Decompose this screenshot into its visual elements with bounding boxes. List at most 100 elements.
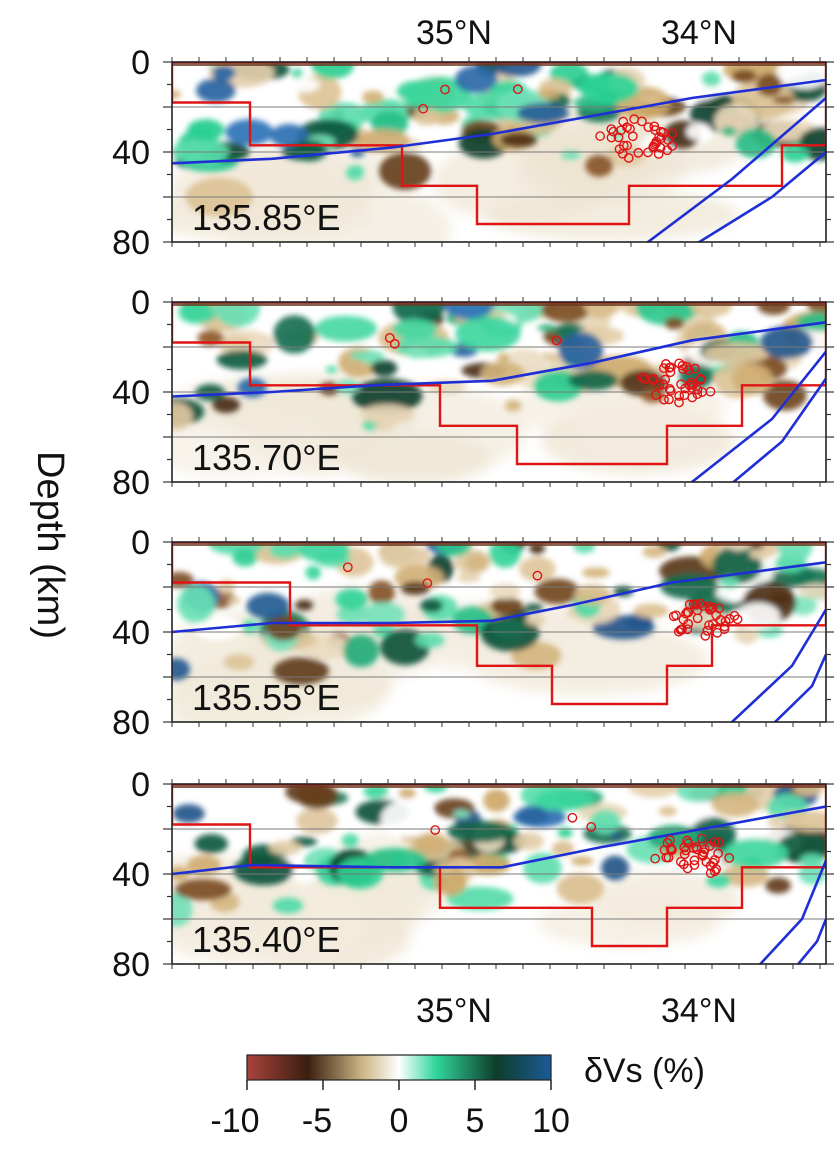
slab-bottom-line bbox=[796, 918, 826, 964]
depth-tick-label: 0 bbox=[131, 524, 150, 562]
hypocenter-mark bbox=[673, 626, 684, 637]
slab-upper-line bbox=[172, 561, 826, 634]
hypocenter-mark bbox=[665, 362, 676, 373]
panels-group: 04080135.85°E04080135.70°E04080135.55°E0… bbox=[112, 44, 834, 984]
hypocenter-mark bbox=[384, 332, 395, 343]
hypocenter-mark bbox=[647, 375, 658, 385]
hypocenter-mark bbox=[342, 562, 353, 573]
depth-tick-label: 0 bbox=[131, 766, 150, 804]
colorbar-tick-label-0: -10 bbox=[210, 1102, 259, 1140]
slab-upper-line bbox=[172, 78, 826, 165]
hypocenter-mark bbox=[613, 132, 624, 143]
hypocenter-mark bbox=[692, 613, 703, 624]
halo-layer bbox=[172, 832, 742, 964]
velocity-field bbox=[172, 62, 826, 242]
slab-bottom-line bbox=[731, 377, 826, 482]
y-axis-label: Depth (km) bbox=[29, 451, 71, 639]
hypocenter-mark bbox=[674, 397, 684, 408]
panel-longitude-label: 135.70°E bbox=[192, 437, 341, 478]
slab-bottom-line bbox=[696, 151, 826, 242]
hypocenter-mark bbox=[659, 394, 669, 405]
hypocenter-mark bbox=[430, 825, 441, 835]
resolution-boundary bbox=[172, 784, 826, 948]
hypocenter-mark bbox=[719, 624, 730, 635]
hypocenter-mark bbox=[664, 383, 675, 394]
hypocenters bbox=[384, 332, 716, 408]
hypocenter-mark bbox=[653, 149, 664, 159]
resolution-boundary bbox=[172, 62, 826, 226]
bottom-tick-34N: 34°N bbox=[661, 992, 737, 1030]
colorbar-title: δVs (%) bbox=[584, 1052, 705, 1090]
hypocenters bbox=[430, 812, 735, 879]
hypocenter-mark bbox=[678, 859, 689, 870]
hypocenter-mark bbox=[656, 133, 667, 144]
hypocenter-mark bbox=[422, 578, 433, 589]
hypocenter-mark bbox=[649, 121, 660, 132]
colorbar-tick-label-2: 0 bbox=[390, 1102, 409, 1140]
hypocenter-mark bbox=[551, 335, 562, 346]
hypocenter-mark bbox=[618, 116, 629, 127]
hypocenter-mark bbox=[650, 853, 661, 864]
hypocenter-mark bbox=[389, 338, 400, 349]
hypocenter-mark bbox=[650, 138, 661, 149]
hypocenter-mark bbox=[689, 855, 700, 866]
hypocenter-mark bbox=[700, 630, 711, 641]
hypocenter-mark bbox=[650, 390, 661, 400]
frame-ticks bbox=[163, 537, 834, 727]
panel-1: 0 40 80 135.85°E bbox=[112, 44, 834, 262]
depth-tick-label: 40 bbox=[112, 374, 150, 412]
hypocenter-mark bbox=[724, 852, 735, 863]
velocity-field bbox=[172, 302, 826, 482]
hypocenter-mark bbox=[702, 625, 713, 636]
hypocenter-mark bbox=[679, 849, 690, 860]
surface-band bbox=[172, 542, 826, 546]
hypocenter-mark bbox=[704, 601, 715, 612]
hypocenter-mark bbox=[697, 387, 708, 397]
slab-top-line bbox=[689, 350, 826, 482]
colorbar-tick-label-1: -5 bbox=[302, 1102, 332, 1140]
depth-tick-label: 80 bbox=[112, 704, 150, 742]
hypocenter-mark bbox=[696, 833, 707, 844]
hypocenter-mark bbox=[664, 394, 674, 405]
velocity-field bbox=[172, 542, 826, 722]
slab-bottom-line bbox=[773, 653, 826, 722]
hypocenter-mark bbox=[682, 607, 693, 617]
slab-top-line bbox=[730, 608, 826, 722]
slab-upper-line bbox=[172, 805, 826, 876]
hypocenter-mark bbox=[654, 380, 665, 391]
hypocenter-mark bbox=[709, 866, 720, 877]
hypocenter-mark bbox=[679, 390, 690, 401]
panel-3: 0 40 80 135.55°E bbox=[112, 524, 834, 742]
hypocenter-mark bbox=[682, 624, 693, 635]
panel-4: 0 40 80 135.40°E bbox=[112, 766, 834, 984]
hypocenter-mark bbox=[692, 389, 703, 400]
hypocenter-mark bbox=[688, 599, 699, 610]
bottom-x-ticks: 35°N 34°N bbox=[416, 992, 737, 1030]
hypocenter-mark bbox=[586, 822, 597, 832]
depth-tick-label: 80 bbox=[112, 946, 150, 984]
hypocenter-mark bbox=[608, 126, 619, 137]
hypocenter-mark bbox=[637, 372, 648, 383]
hypocenter-mark bbox=[684, 380, 695, 391]
hypocenter-mark bbox=[666, 844, 676, 855]
bottom-tick-35N: 35°N bbox=[416, 992, 492, 1030]
resolution-boundary bbox=[172, 542, 826, 706]
hypocenter-mark bbox=[643, 147, 653, 158]
hypocenter-mark bbox=[686, 377, 697, 388]
top-tick-34N: 34°N bbox=[661, 14, 737, 52]
hypocenters bbox=[342, 562, 743, 641]
panel-longitude-label: 135.40°E bbox=[192, 919, 341, 960]
anomaly-layer bbox=[172, 784, 826, 927]
colorbar-tick-label-4: 10 bbox=[532, 1102, 570, 1140]
hypocenter-mark bbox=[671, 610, 682, 621]
hypocenter-mark bbox=[713, 837, 724, 848]
hypocenter-mark bbox=[418, 103, 429, 114]
hypocenter-mark bbox=[675, 856, 686, 867]
hypocenter-mark bbox=[705, 605, 716, 615]
surface-band bbox=[172, 784, 826, 788]
hypocenter-mark bbox=[633, 147, 644, 158]
hypocenter-mark bbox=[615, 125, 626, 136]
hypocenter-mark bbox=[606, 132, 617, 143]
slab-top-line bbox=[645, 97, 826, 242]
